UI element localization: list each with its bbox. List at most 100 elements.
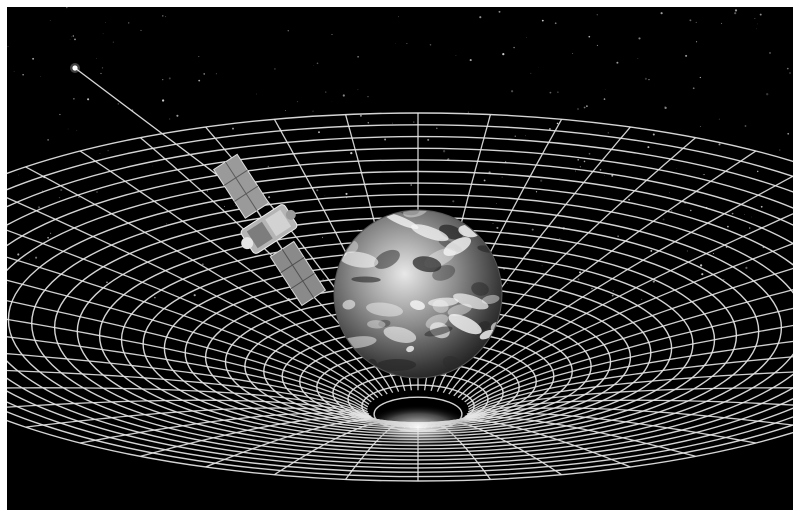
cloud-patch	[412, 256, 442, 273]
star	[479, 16, 482, 19]
cloud-patch	[351, 276, 381, 283]
star	[13, 71, 15, 72]
grid-spoke	[466, 289, 793, 405]
grid-spoke	[7, 197, 379, 399]
star	[76, 130, 78, 131]
star	[384, 138, 387, 141]
grid-spoke	[7, 279, 370, 405]
star	[596, 44, 598, 46]
star	[106, 281, 108, 284]
star	[102, 33, 104, 35]
star	[492, 223, 494, 224]
star	[541, 19, 544, 22]
star	[447, 158, 450, 160]
star	[648, 79, 650, 81]
grid-spoke	[7, 353, 370, 415]
star	[193, 294, 196, 297]
star	[331, 33, 333, 35]
star	[572, 53, 574, 54]
star	[699, 76, 701, 79]
star	[557, 91, 559, 93]
star	[731, 212, 734, 215]
star	[452, 200, 455, 203]
star	[756, 170, 759, 173]
star	[525, 135, 526, 137]
star	[7, 226, 8, 228]
star	[578, 271, 582, 274]
cloud-patch	[339, 251, 379, 268]
star	[312, 110, 314, 112]
cloud-patch	[383, 326, 417, 343]
star	[744, 214, 745, 215]
star	[59, 113, 61, 116]
star	[754, 18, 756, 19]
star	[577, 278, 580, 281]
star	[496, 226, 499, 229]
star	[616, 61, 619, 64]
cloud-patch	[425, 314, 449, 329]
star	[73, 98, 75, 100]
star	[702, 174, 704, 176]
star	[703, 174, 705, 176]
star	[766, 93, 769, 96]
star	[501, 176, 503, 178]
star	[325, 91, 327, 93]
grid-spoke	[461, 242, 793, 401]
star	[676, 168, 678, 169]
star	[577, 158, 580, 161]
star	[583, 160, 586, 163]
star	[669, 192, 670, 194]
star	[556, 122, 559, 125]
cloud-patch	[367, 320, 386, 329]
star	[152, 165, 154, 167]
star	[7, 45, 9, 48]
star	[398, 16, 399, 18]
star	[74, 38, 76, 41]
star	[467, 111, 469, 113]
star	[554, 22, 557, 25]
star	[787, 132, 790, 135]
star	[22, 74, 24, 76]
grid-spoke	[79, 150, 388, 395]
star	[413, 121, 415, 123]
cloud-patch	[479, 329, 495, 340]
star	[37, 206, 41, 209]
star	[32, 57, 35, 60]
star	[511, 90, 514, 93]
star	[287, 30, 289, 32]
star	[69, 39, 71, 40]
star	[757, 23, 758, 25]
grid-spoke	[467, 340, 793, 413]
star	[660, 12, 663, 15]
star	[350, 151, 353, 155]
star	[172, 293, 174, 295]
star	[611, 294, 614, 297]
star	[596, 14, 598, 16]
star	[442, 150, 446, 153]
solar-panel-lower	[269, 240, 327, 307]
star	[410, 184, 413, 186]
star	[58, 196, 61, 199]
satellite-body	[240, 204, 298, 254]
cloud-patch	[403, 210, 428, 218]
star	[759, 13, 762, 16]
cloud-patch	[442, 356, 460, 369]
star	[107, 149, 109, 152]
star	[284, 109, 286, 111]
star	[483, 179, 486, 182]
grid-spoke	[7, 256, 372, 403]
star	[316, 62, 319, 65]
star	[559, 237, 561, 240]
cloud-patch	[411, 224, 449, 242]
star	[720, 22, 723, 25]
star	[96, 57, 98, 59]
star	[28, 258, 30, 260]
star	[162, 78, 164, 81]
star	[588, 35, 591, 38]
cloud-patch	[471, 282, 489, 296]
star	[324, 195, 326, 196]
star	[267, 165, 270, 168]
cloud-patch	[420, 381, 441, 394]
star	[176, 114, 179, 117]
star	[652, 280, 655, 283]
